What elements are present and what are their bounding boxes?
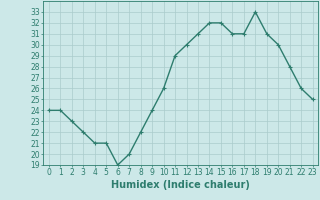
- X-axis label: Humidex (Indice chaleur): Humidex (Indice chaleur): [111, 180, 250, 190]
